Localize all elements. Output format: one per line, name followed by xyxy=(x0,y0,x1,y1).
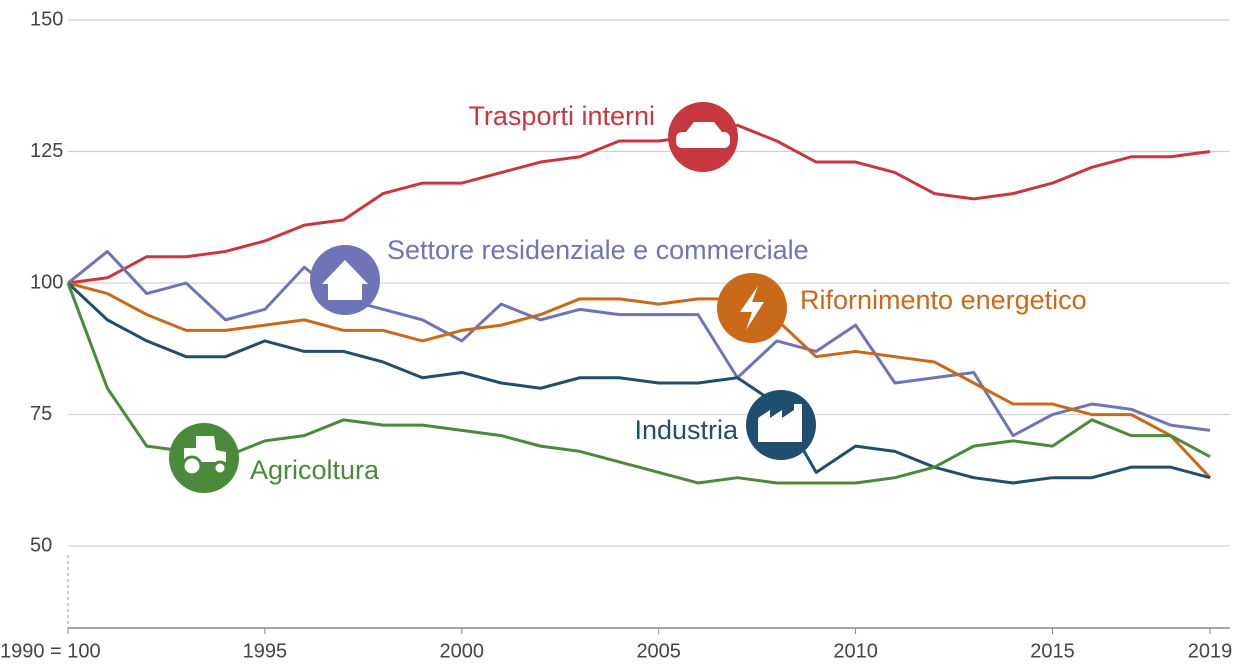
series-label: Rifornimento energetico xyxy=(800,285,1087,315)
y-tick-label: 50 xyxy=(30,534,52,556)
y-tick-label: 125 xyxy=(30,140,63,162)
factory-shape xyxy=(758,404,802,442)
car-shape xyxy=(676,132,730,148)
house-shape xyxy=(322,260,368,300)
tractor-wheel xyxy=(181,455,203,477)
series-line xyxy=(67,249,1211,438)
series-label: Settore residenziale e commerciale xyxy=(387,235,809,265)
icons xyxy=(169,102,816,493)
series-label: Agricoltura xyxy=(250,455,380,485)
tractor-body xyxy=(184,436,226,462)
x-tick-label: 1995 xyxy=(243,640,288,662)
series-line xyxy=(67,281,1212,479)
x-tick-label: 1990 = 100 xyxy=(0,640,101,662)
series-line xyxy=(66,282,1211,485)
x-tick-label: 2019 xyxy=(1188,640,1233,662)
y-tick-label: 100 xyxy=(30,271,63,293)
x-tick-label: 2015 xyxy=(1030,640,1075,662)
tractor-wheel xyxy=(212,460,228,476)
series-label: Industria xyxy=(634,415,739,445)
y-tick-label: 75 xyxy=(30,403,52,425)
series-line xyxy=(66,281,1211,485)
bolt-shape xyxy=(740,286,764,330)
car-roof xyxy=(686,122,722,132)
series-line xyxy=(67,123,1211,285)
series-label: Trasporti interni xyxy=(468,101,655,131)
x-tick-label: 2000 xyxy=(440,640,485,662)
x-tick-label: 2005 xyxy=(636,640,681,662)
y-tick-label: 150 xyxy=(30,8,63,30)
x-tick-label: 2010 xyxy=(833,640,878,662)
